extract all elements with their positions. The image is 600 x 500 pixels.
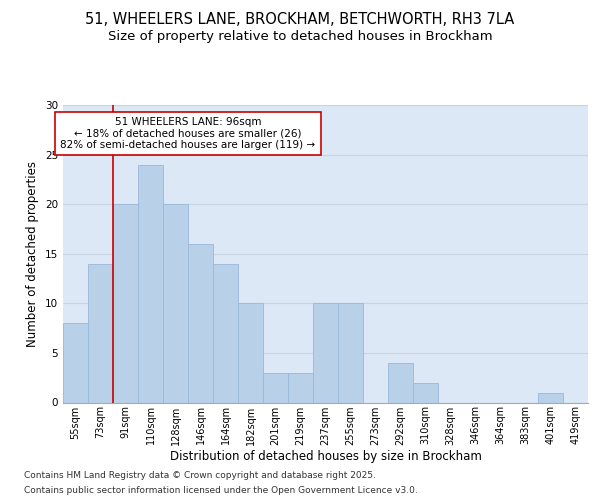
Bar (538, 392, 563, 402)
Bar (213, 264, 238, 402)
Bar (313, 304, 338, 402)
Text: 51, WHEELERS LANE, BROCKHAM, BETCHWORTH, RH3 7LA: 51, WHEELERS LANE, BROCKHAM, BETCHWORTH,… (85, 12, 515, 28)
Text: Contains public sector information licensed under the Open Government Licence v3: Contains public sector information licen… (24, 486, 418, 495)
Bar (263, 373, 288, 402)
Bar (188, 244, 213, 402)
Bar (88, 264, 113, 402)
Bar (288, 373, 313, 402)
Bar (113, 204, 138, 402)
Y-axis label: Number of detached properties: Number of detached properties (26, 161, 40, 347)
Text: 51 WHEELERS LANE: 96sqm
← 18% of detached houses are smaller (26)
82% of semi-de: 51 WHEELERS LANE: 96sqm ← 18% of detache… (61, 117, 316, 150)
Bar (338, 304, 363, 402)
Text: Contains HM Land Registry data © Crown copyright and database right 2025.: Contains HM Land Registry data © Crown c… (24, 471, 376, 480)
Bar (238, 304, 263, 402)
Bar (63, 323, 88, 402)
Text: Size of property relative to detached houses in Brockham: Size of property relative to detached ho… (107, 30, 493, 43)
Bar (413, 382, 438, 402)
X-axis label: Distribution of detached houses by size in Brockham: Distribution of detached houses by size … (170, 450, 481, 464)
Bar (138, 164, 163, 402)
Bar (388, 363, 413, 403)
Bar (163, 204, 188, 402)
